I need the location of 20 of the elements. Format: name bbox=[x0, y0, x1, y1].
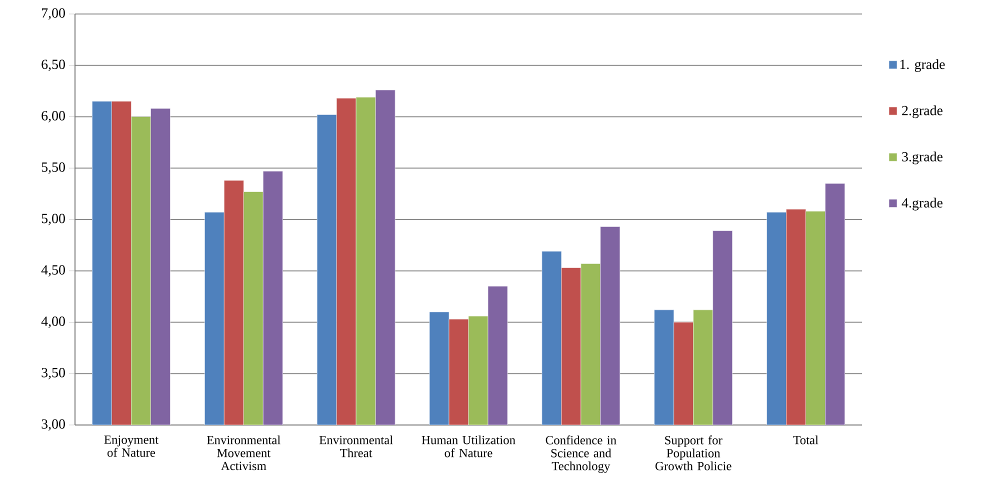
x-tick-label: Human Utilization of Nature bbox=[422, 436, 516, 458]
y-tick-label: 7,00 bbox=[42, 8, 65, 20]
legend-label: 3.grade bbox=[902, 152, 942, 164]
y-tick-label: 6,50 bbox=[42, 60, 65, 72]
y-tick-label: 3,50 bbox=[42, 368, 65, 380]
y-tick-label: 3,00 bbox=[42, 419, 65, 431]
x-tick-label: Support for Population Growth Policie bbox=[655, 436, 732, 470]
x-tick-label: Confidence in Science and Technology bbox=[546, 436, 616, 473]
y-tick-label: 5,00 bbox=[42, 214, 65, 226]
legend-label: 4.grade bbox=[902, 198, 942, 210]
x-tick-label: Environmental Movement Activism bbox=[207, 436, 280, 470]
legend-label: 1. grade bbox=[900, 59, 945, 72]
y-tick-label: 4,50 bbox=[41, 265, 65, 277]
x-tick-label: Enjoyment of Nature bbox=[104, 436, 158, 457]
y-tick-label: 5,50 bbox=[42, 162, 65, 174]
y-tick-label: 6,00 bbox=[42, 111, 65, 122]
x-tick-label: Total bbox=[793, 436, 818, 444]
legend-label: 2.grade bbox=[902, 105, 942, 118]
y-tick-label: 4,00 bbox=[41, 316, 65, 328]
x-tick-label: Environmental Threat bbox=[319, 436, 393, 458]
